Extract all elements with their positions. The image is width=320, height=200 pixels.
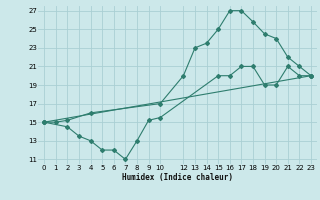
X-axis label: Humidex (Indice chaleur): Humidex (Indice chaleur)	[122, 173, 233, 182]
